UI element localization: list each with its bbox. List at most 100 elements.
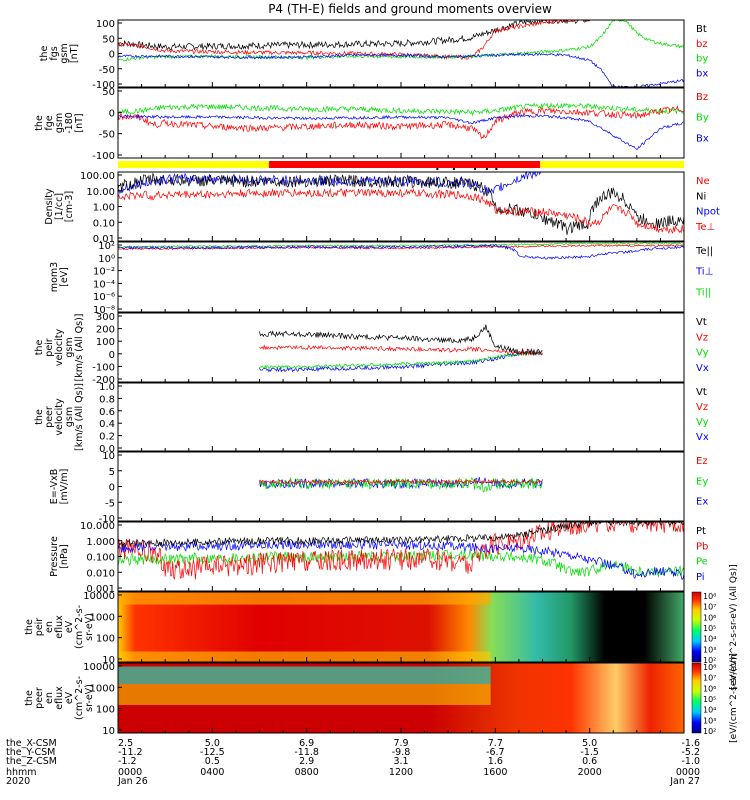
colorbar-tick: 10⁸ (703, 592, 716, 601)
axis-tick-value: 7.9 (393, 738, 408, 749)
y-axis-label: en (44, 621, 55, 633)
legend-label: Vy (696, 417, 709, 428)
orbit-segment (268, 161, 541, 168)
y-tick-label: 0 (109, 50, 115, 61)
y-tick-label: 1.000 (86, 537, 115, 548)
y-axis-label: gsm (64, 337, 75, 357)
y-tick-label: -200 (92, 375, 115, 386)
series-line-pb (117, 520, 685, 580)
legend-label: Vx (696, 363, 709, 374)
legend-label: Pe (696, 557, 708, 568)
axis-tick-value: -9.8 (392, 747, 411, 758)
y-tick-label: 1.00 (93, 203, 115, 214)
legend-label: Te⊥ (695, 222, 715, 233)
series-line-npot (117, 170, 543, 195)
orbit-marker (474, 168, 477, 170)
y-axis-label: [nPa] (59, 544, 70, 569)
legend-label: Vt (696, 317, 707, 328)
y-tick-label: 1000 (90, 612, 115, 623)
y-axis-label: (cm^2-s- (74, 605, 85, 649)
y-tick-label: 100 (96, 19, 115, 30)
axis-tick-value: 1.6 (488, 756, 503, 767)
colorbar-tick: 10⁶ (703, 613, 716, 622)
orbit-status-bar (118, 161, 684, 170)
axis-tick-value: 1600 (483, 767, 507, 778)
legend-label: Vy (696, 348, 709, 359)
legend-label: bx (696, 68, 708, 79)
y-tick-label: 100 (96, 705, 115, 716)
y-tick-label: 10 (102, 726, 115, 737)
colorbar-tick: 10² (703, 727, 716, 736)
y-axis-label: gsm (64, 407, 75, 427)
y-axis-label: E=-VxB (49, 469, 60, 504)
y-tick-label: -100 (92, 362, 115, 373)
y-tick-label: 10⁻⁴ (93, 279, 115, 290)
y-tick-label: 10.00 (86, 187, 115, 198)
series-line-vx (259, 350, 543, 373)
axis-tick-value: 0000 (676, 767, 700, 778)
series-line-bx (117, 52, 685, 88)
y-axis-label: eflux (54, 686, 65, 710)
panel-density: 100.00 10.00 1.00 0.10 0.01 Density [1/cc] [cm-… (44, 170, 720, 245)
y-axis-label: [km/s (All Qs)] (74, 383, 85, 451)
panel-fge: 50 0 -50 -100 the fge gsm -180 [nT] Bz By Bx (34, 87, 709, 162)
series-line-by (117, 102, 685, 117)
y-tick-label: 10000 (83, 662, 115, 673)
y-axis-label: eflux (54, 615, 65, 639)
colorbar-tick: 10² (703, 656, 716, 665)
y-tick-label: 0.001 (86, 584, 115, 595)
y-tick-label: 1.0 (99, 382, 115, 393)
y-axis-label: -180 (64, 112, 75, 134)
peir_spec-energy-band (118, 592, 491, 605)
legend-label: by (696, 54, 708, 65)
legend-label: Ey (696, 476, 708, 487)
y-axis-label: peir (34, 618, 45, 637)
y-tick-label: 100 (96, 634, 115, 645)
panel-temperature: 10² 10⁰ 10⁻²10⁻⁴ 10⁻⁶ 10⁻⁸ mom3 [eV] Te|| Ti⊥ Ti|… (49, 241, 713, 316)
colorbar (691, 662, 702, 734)
y-tick-label: -100 (92, 151, 115, 162)
colorbar-tick: 10³ (703, 645, 716, 654)
y-tick-label: 10⁰ (98, 254, 115, 265)
axis-row-label: the_X-CSM (6, 738, 57, 749)
axis-tick-value: Jan 27 (669, 776, 700, 787)
colorbar (691, 591, 702, 663)
axis-tick-value: -11.2 (118, 747, 143, 758)
axis-tick-value: -1.5 (580, 747, 599, 758)
y-tick-label: 5 (109, 467, 115, 478)
series-line-by (117, 19, 685, 62)
axis-tick-value: 1200 (389, 767, 413, 778)
y-tick-label: 1000 (90, 683, 115, 694)
legend-label: Bz (696, 92, 708, 103)
y-axis-label: [mV/m] (59, 469, 70, 505)
y-tick-label: 0.01 (93, 234, 115, 245)
legend-label: Ez (696, 456, 708, 467)
y-axis-label: sr-eV) (84, 613, 95, 641)
y-axis-label: fge (44, 115, 55, 130)
y-axis-label: peir (44, 338, 55, 357)
y-tick-label: 10.000 (80, 521, 115, 532)
y-tick-label: -5 (105, 498, 115, 509)
legend-label: Vt (696, 387, 707, 398)
y-tick-label: 0.4 (99, 419, 115, 430)
panel-pressure: 10.000 1.000 0.100 0.010 0.001 Pressure [nPa] P… (49, 520, 708, 595)
y-axis-label: [eV] (59, 267, 70, 287)
y-axis-label: Density (44, 188, 55, 224)
colorbar-tick: 10⁶ (703, 684, 716, 693)
series-line-ni (117, 172, 685, 235)
legend-label: Vz (696, 402, 708, 413)
axis-tick-value: -12.5 (200, 747, 225, 758)
y-tick-label: 100 (96, 337, 115, 348)
series-line-bt (117, 18, 590, 51)
axis-tick-value: 5.0 (205, 738, 220, 749)
axis-tick-value: 0000 (118, 767, 142, 778)
y-tick-label: 200 (96, 325, 115, 336)
plot-frame (117, 382, 685, 452)
y-axis-label: mom3 (49, 262, 60, 292)
axis-tick-value: 2000 (578, 767, 602, 778)
colorbar-tick: 10⁵ (703, 624, 716, 633)
y-tick-label: 0 (109, 350, 115, 361)
y-axis-label: the (39, 46, 50, 62)
orbit-segment (118, 161, 269, 168)
